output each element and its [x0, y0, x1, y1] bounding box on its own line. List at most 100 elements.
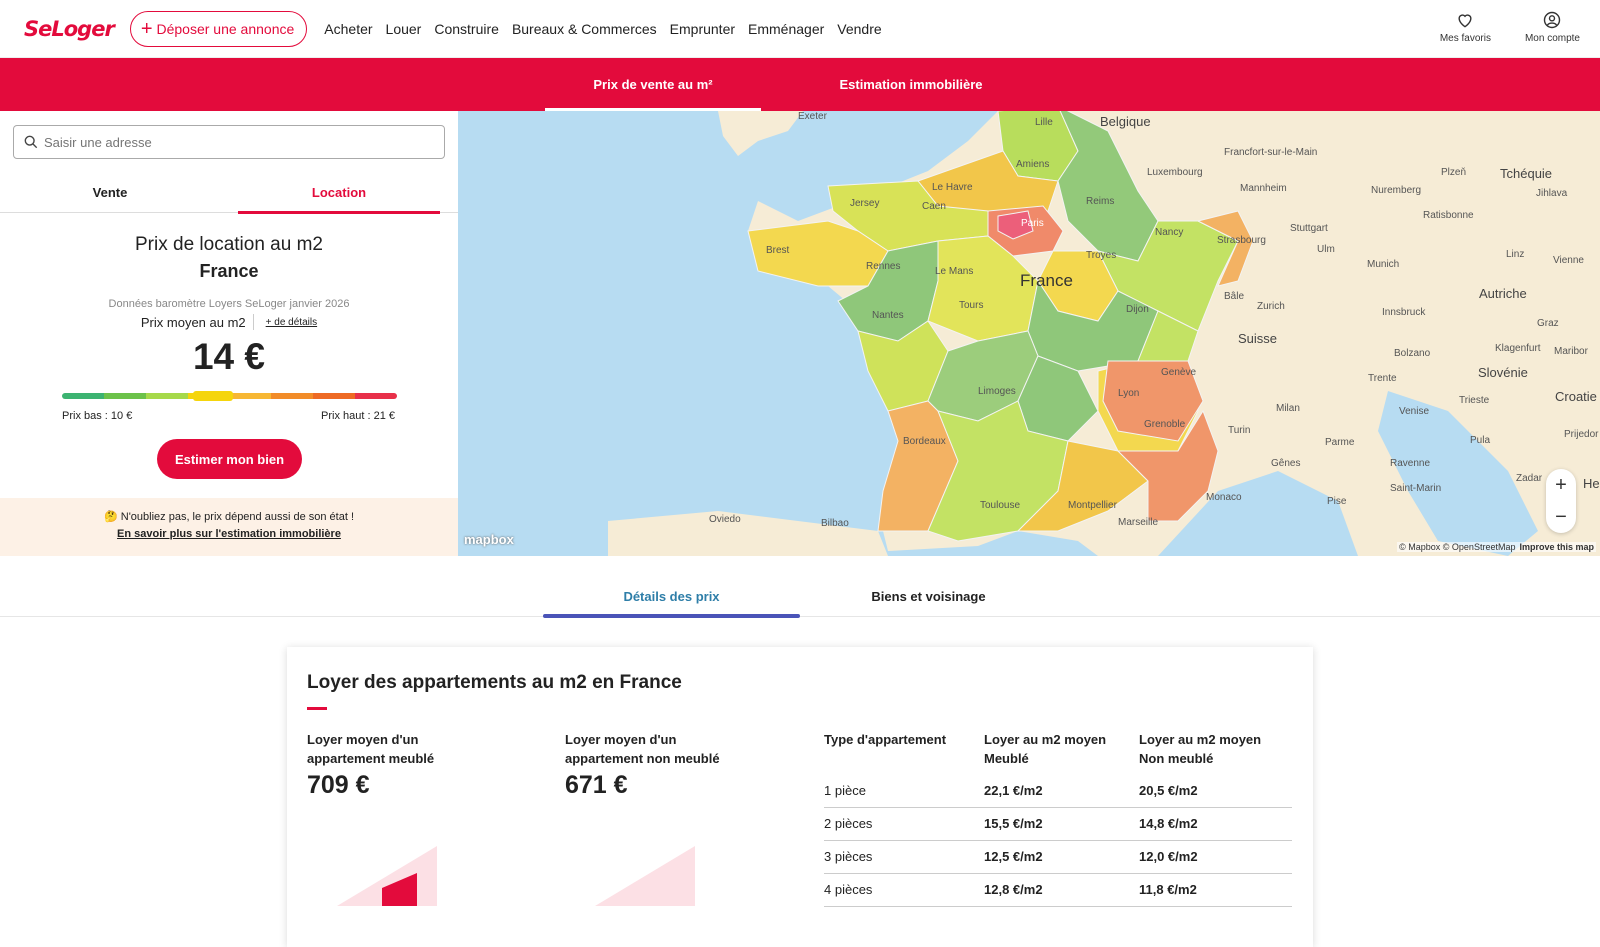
improve-map-link[interactable]: Improve this map: [1519, 542, 1594, 552]
map-label-tours: Tours: [959, 300, 984, 311]
map-label-autriche: Autriche: [1479, 286, 1527, 301]
map-label-dijon: Dijon: [1126, 304, 1149, 315]
map-label-ulm: Ulm: [1317, 244, 1335, 255]
unfurnished-label: Loyer moyen d'un appartement non meublé: [565, 732, 720, 766]
account-button[interactable]: Mon compte: [1525, 10, 1580, 44]
average-label: Prix moyen au m2: [140, 314, 246, 330]
map-label-suisse: Suisse: [1238, 331, 1278, 346]
price-map[interactable]: Exeter Lille Belgique Francfort-sur-le-M…: [458, 111, 1600, 556]
gauge-segment: [103, 393, 146, 399]
details-link[interactable]: + de détails: [265, 316, 318, 328]
map-label-toulouse: Toulouse: [980, 500, 1021, 511]
gauge-marker: [192, 391, 233, 401]
map-label-nuremberg: Nuremberg: [1371, 185, 1422, 196]
map-label-zadar: Zadar: [1516, 473, 1543, 484]
map-label-stuttgart: Stuttgart: [1290, 223, 1328, 234]
plus-icon: +: [140, 17, 153, 40]
map-label-milan: Milan: [1276, 403, 1300, 414]
mapbox-logo[interactable]: mapbox: [464, 532, 514, 547]
map-label-klagenfurt: Klagenfurt: [1495, 343, 1541, 354]
map-label-marseille: Marseille: [1118, 517, 1159, 528]
seloger-logo[interactable]: SeLoger: [24, 16, 115, 41]
table-row: 4 pièces 12,8 €/m2 11,8 €/m2: [824, 874, 1292, 907]
nav-vendre[interactable]: Vendre: [837, 20, 882, 37]
region-savoie: [1102, 360, 1204, 442]
map-label-pise: Pise: [1327, 496, 1347, 507]
map-label-vienne: Vienne: [1553, 255, 1584, 266]
address-search[interactable]: [13, 125, 445, 159]
nav-emprunter[interactable]: Emprunter: [669, 20, 736, 37]
cell-furnished: 15,5 €/m2: [984, 816, 1043, 831]
map-label-oviedo: Oviedo: [709, 514, 741, 525]
map-label-amiens: Amiens: [1016, 159, 1050, 170]
map-label-nantes: Nantes: [872, 310, 904, 321]
nav-emmenager[interactable]: Emménager: [748, 20, 825, 37]
cell-type: 4 pièces: [824, 882, 873, 897]
map-label-prijedor: Prijedor: [1564, 429, 1599, 440]
header-furnished: Loyer au m2 moyen Meublé: [984, 732, 1107, 766]
cell-furnished: 12,8 €/m2: [984, 882, 1043, 897]
map-label-jihlava: Jihlava: [1536, 188, 1568, 199]
cell-unfurnished: 12,0 €/m2: [1139, 849, 1198, 864]
post-ad-button[interactable]: + Déposer une annonce: [129, 10, 308, 47]
map-label-grenoble: Grenoble: [1144, 419, 1186, 430]
map-label-mannheim: Mannheim: [1240, 183, 1287, 194]
map-label-rennes: Rennes: [866, 261, 901, 272]
tab-estimation[interactable]: Estimation immobilière: [839, 77, 983, 92]
map-label-tcheque: Tchéquie: [1500, 166, 1553, 181]
table-row: 3 pièces 12,5 €/m2 12,0 €/m2: [824, 841, 1292, 874]
rent-details-card: Loyer des appartements au m2 en France L…: [287, 647, 1313, 947]
gauge-segment: [313, 393, 356, 399]
map-label-lyon: Lyon: [1118, 388, 1140, 399]
tab-sale-price[interactable]: Prix de vente au m²: [545, 58, 761, 111]
nav-construire[interactable]: Construire: [434, 20, 499, 37]
adriatic-sea: [1378, 391, 1538, 556]
user-actions: Mes favoris Mon compte: [1440, 10, 1580, 44]
condition-note: 🤔 N'oubliez pas, le prix dépend aussi de…: [0, 498, 458, 556]
zoom-out-button[interactable]: −: [1555, 505, 1567, 528]
nav-acheter[interactable]: Acheter: [324, 20, 373, 37]
map-label-trente: Trente: [1368, 373, 1397, 384]
price-title: Prix de location au m2: [135, 234, 323, 255]
cell-furnished: 12,5 €/m2: [984, 849, 1043, 864]
zoom-in-button[interactable]: +: [1555, 473, 1567, 496]
nav-louer[interactable]: Louer: [385, 20, 422, 37]
map-label-munich: Munich: [1367, 259, 1400, 270]
average-price-line: Prix moyen au m2 + de détails: [0, 314, 458, 330]
post-ad-label: Déposer une annonce: [156, 20, 295, 37]
map-label-parme: Parme: [1325, 437, 1355, 448]
map-label-bale: Bâle: [1224, 291, 1245, 302]
map-label-lemans: Le Mans: [935, 266, 974, 277]
tab-property-neighborhood[interactable]: Biens et voisinage: [871, 588, 986, 604]
map-label-linz: Linz: [1506, 249, 1525, 260]
tab-price-details[interactable]: Détails des prix: [543, 575, 800, 618]
search-input[interactable]: [44, 134, 434, 150]
card-title: Loyer des appartements au m2 en France: [307, 672, 682, 693]
tab-location[interactable]: Location: [238, 171, 440, 214]
average-price: 14 €: [192, 336, 265, 377]
map-label-graz: Graz: [1537, 318, 1559, 329]
uk-coast: [718, 111, 803, 156]
favorites-label: Mes favoris: [1439, 33, 1491, 44]
map-label-luxembourg: Luxembourg: [1147, 167, 1203, 178]
map-label-bolzano: Bolzano: [1394, 348, 1431, 359]
map-label-maribor: Maribor: [1554, 346, 1588, 357]
attribution-text[interactable]: © Mapbox © OpenStreetMap: [1399, 542, 1516, 552]
estimation-link[interactable]: En savoir plus sur l'estimation immobili…: [117, 528, 341, 540]
map-label-venise: Venise: [1399, 406, 1430, 417]
tab-vente[interactable]: Vente: [92, 184, 128, 200]
map-label-limoges: Limoges: [978, 386, 1016, 397]
divider: [252, 314, 254, 330]
map-label-exeter: Exeter: [798, 111, 827, 122]
unfurnished-value: 671 €: [565, 771, 628, 799]
cell-furnished: 22,1 €/m2: [984, 783, 1043, 798]
nav-bureaux-commerces[interactable]: Bureaux & Commerces: [511, 20, 657, 37]
region-alsace: [1196, 210, 1254, 287]
favorites-button[interactable]: Mes favoris: [1440, 10, 1491, 44]
account-label: Mon compte: [1524, 33, 1580, 44]
estimate-button[interactable]: Estimer mon bien: [157, 439, 302, 479]
map-label-troyes: Troyes: [1086, 250, 1117, 261]
map-label-geneve: Genève: [1161, 367, 1197, 378]
search-icon: [24, 135, 38, 149]
table-row: 1 pièce 22,1 €/m2 20,5 €/m2: [824, 775, 1292, 808]
